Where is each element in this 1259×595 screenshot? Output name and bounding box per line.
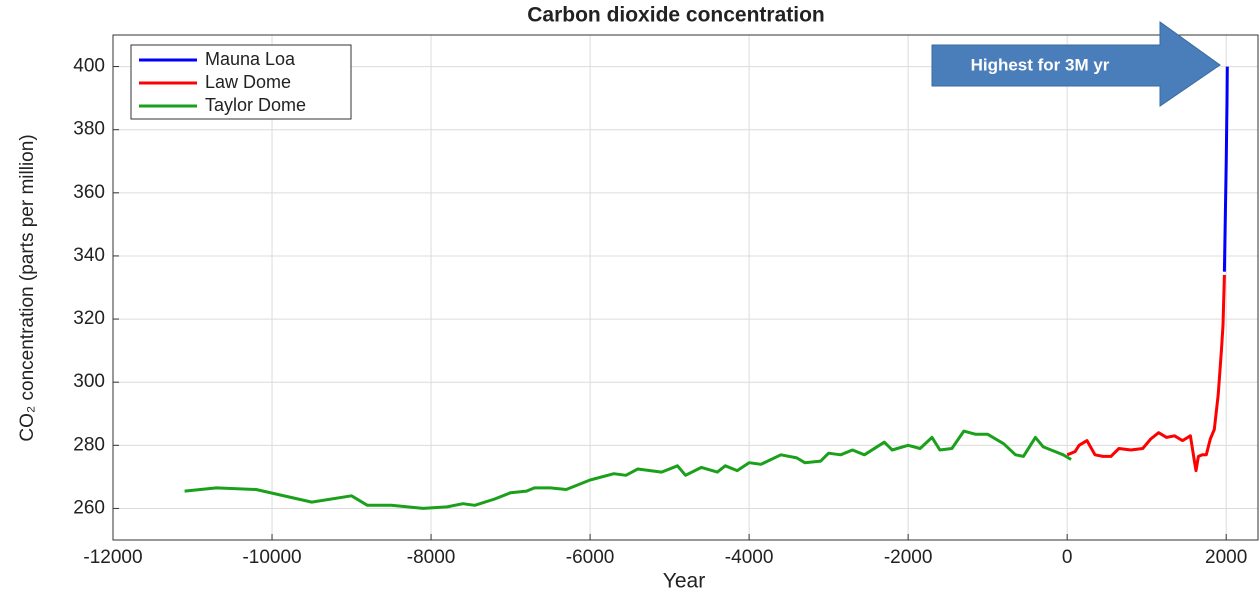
x-tick-label: -10000 xyxy=(242,547,301,568)
x-tick-label: -8000 xyxy=(407,547,456,568)
x-tick-label: 0 xyxy=(1062,547,1073,568)
series-line xyxy=(1222,66,1229,272)
x-tick-label: -12000 xyxy=(83,547,142,568)
legend-label: Mauna Loa xyxy=(205,49,296,69)
y-tick-label: 380 xyxy=(73,119,105,140)
y-tick-label: 300 xyxy=(73,371,105,392)
annotation-arrow xyxy=(931,21,1221,107)
y-tick-label: 360 xyxy=(73,182,105,203)
chart-title: Carbon dioxide concentration xyxy=(527,4,825,27)
legend-label: Law Dome xyxy=(205,72,291,92)
x-tick-label: -2000 xyxy=(884,547,933,568)
y-tick-label: 260 xyxy=(73,497,105,518)
x-axis-label: Year xyxy=(663,570,705,593)
y-axis-label: CO₂ concentration (parts per million) xyxy=(17,134,38,441)
x-tick-label: -4000 xyxy=(725,547,774,568)
legend-label: Taylor Dome xyxy=(205,95,306,115)
annotation: Highest for 3M yr xyxy=(971,55,1110,74)
series-line xyxy=(184,429,1072,510)
y-tick-label: 340 xyxy=(73,245,105,266)
plot-frame xyxy=(112,34,1259,541)
y-tick-label: 320 xyxy=(73,308,105,329)
series-line xyxy=(1066,274,1226,473)
y-tick-label: 400 xyxy=(73,56,105,77)
x-tick-label: 2000 xyxy=(1205,547,1247,568)
y-tick-label: 280 xyxy=(73,434,105,455)
x-tick-label: -6000 xyxy=(566,547,615,568)
